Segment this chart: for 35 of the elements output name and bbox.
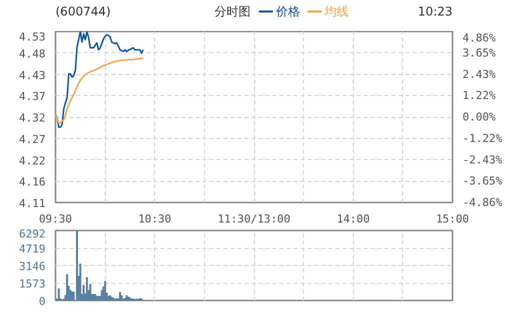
y-tick-label: 3146 bbox=[19, 260, 46, 273]
x-tick-label: 14:00 bbox=[336, 212, 370, 226]
y-tick-label: 4.11 bbox=[19, 197, 46, 210]
y-tick-label: 4.53 bbox=[19, 30, 46, 44]
y2-tick-label: 0.00% bbox=[462, 110, 496, 124]
y-tick-label: 4.48 bbox=[19, 47, 46, 60]
legend-label: 价格 bbox=[274, 4, 300, 18]
line-series bbox=[56, 58, 144, 124]
y2-tick-label: -2.43% bbox=[462, 153, 503, 166]
chart-title: 分时图 bbox=[214, 4, 250, 18]
y-tick-label: 4.27 bbox=[19, 132, 46, 146]
y2-tick-label: -3.65% bbox=[462, 174, 503, 188]
x-tick-label: 10:30 bbox=[138, 212, 172, 226]
line-series bbox=[56, 32, 144, 128]
y-tick-label: 4.22 bbox=[19, 154, 46, 168]
y-tick-label: 4.16 bbox=[19, 176, 46, 189]
y-tick-label: 4719 bbox=[19, 242, 46, 256]
text: (600744) bbox=[56, 4, 111, 18]
x-tick-label: 09:30 bbox=[38, 212, 72, 226]
y2-tick-label: 1.22% bbox=[462, 89, 496, 102]
y-tick-label: 4.37 bbox=[19, 90, 46, 104]
y-tick-label: 0 bbox=[38, 295, 46, 308]
text: 10:23 bbox=[418, 4, 453, 18]
y2-tick-label: 3.65% bbox=[462, 46, 496, 60]
y-tick-label: 6292 bbox=[19, 228, 46, 240]
y2-tick-label: 2.43% bbox=[462, 68, 496, 81]
x-tick-label: 15:00 bbox=[436, 212, 470, 226]
y2-tick-label: -4.86% bbox=[462, 196, 503, 209]
y-tick-label: 4.32 bbox=[19, 112, 46, 124]
y-tick-label: 4.43 bbox=[19, 68, 46, 82]
y2-tick-label: 4.86% bbox=[462, 32, 496, 44]
y-tick-label: 1573 bbox=[19, 278, 46, 290]
x-tick-label: 11:30/13:00 bbox=[218, 212, 290, 226]
legend-label: 均线 bbox=[323, 4, 348, 18]
y2-tick-label: -1.22% bbox=[462, 132, 503, 145]
